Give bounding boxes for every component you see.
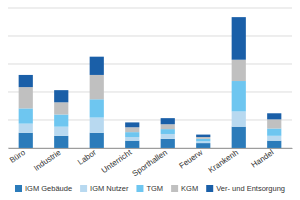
bar (232, 127, 246, 148)
bar (54, 114, 68, 126)
bar (161, 139, 175, 148)
bar (161, 134, 175, 139)
plot: Büro Industrie LaborUnterrichtSporthallen F… (8, 8, 293, 178)
bar (19, 108, 33, 123)
legend-swatch (15, 185, 22, 192)
grid-line (8, 63, 292, 64)
chart-container: IGM Gebäude IGM Nutzer TGM KGM Ver- und Ents… (0, 0, 300, 200)
x-tick-label: Unterricht (100, 147, 134, 175)
bar (196, 137, 210, 139)
legend-label: IGM Nutzer (90, 184, 129, 193)
bar (196, 143, 210, 148)
grid (8, 8, 292, 148)
bar (161, 129, 175, 134)
x-axis-line (9, 148, 293, 149)
x-tick-label: Sporthallen (131, 148, 169, 179)
x-tick: Labor (76, 148, 98, 167)
bar (54, 136, 68, 148)
bar (196, 135, 210, 137)
x-tick-label: Krankenh (207, 148, 240, 175)
legend-swatch (136, 185, 143, 192)
legend-label: Ver- und Entsorgung (216, 184, 285, 193)
bar (90, 57, 104, 75)
x-tick: Handel (249, 148, 275, 170)
grid-line (8, 35, 292, 36)
bar (267, 128, 281, 135)
bar (54, 102, 68, 114)
bar (90, 133, 104, 148)
bar (19, 75, 33, 87)
bar (54, 90, 68, 102)
x-tick: Feuerw (177, 148, 204, 171)
bar-series (19, 111, 282, 143)
legend-item: TGM (136, 184, 163, 193)
x-tick: Industrie (32, 148, 63, 173)
bar (125, 137, 139, 141)
grid-line (8, 91, 292, 92)
bar (196, 139, 210, 141)
grid-line (8, 119, 292, 120)
legend-swatch (80, 185, 87, 192)
bar (90, 118, 104, 133)
bar (267, 119, 281, 128)
bar (232, 60, 246, 81)
x-axis: Büro Industrie LaborUnterrichtSporthallen F… (8, 147, 293, 178)
bar (125, 127, 139, 132)
x-tick: Sporthallen (131, 148, 169, 179)
legend-label: TGM (146, 184, 163, 193)
x-tick-label: Feuerw (177, 148, 204, 171)
legend-item: KGM (171, 184, 198, 193)
x-tick-label: Labor (76, 148, 98, 167)
legend-label: KGM (181, 184, 198, 193)
bar (90, 99, 104, 117)
legend-swatch (206, 185, 213, 192)
grid-line (8, 147, 292, 148)
bar (19, 124, 33, 133)
bar (267, 141, 281, 148)
x-tick-label: Handel (249, 148, 275, 170)
legend-label: IGM Gebäude (25, 184, 72, 193)
chart: IGM Gebäude IGM Nutzer TGM KGM Ver- und Ents… (0, 0, 300, 200)
bar-series (19, 60, 282, 139)
bar (232, 17, 246, 60)
bars (19, 17, 282, 148)
bar (161, 124, 175, 129)
x-tick-label: Büro (8, 148, 27, 165)
legend: IGM Gebäude IGM Nutzer TGM KGM Ver- und Ents… (15, 184, 285, 193)
bar (232, 111, 246, 126)
bar (90, 75, 104, 99)
bar-series (19, 17, 282, 137)
legend-item: IGM Nutzer (80, 184, 129, 193)
bar-series (19, 81, 282, 141)
bar (19, 87, 33, 108)
bar (125, 122, 139, 127)
bar (232, 81, 246, 111)
bar-series (19, 127, 282, 148)
bar (125, 141, 139, 148)
x-tick: Büro (8, 148, 27, 165)
bar (54, 127, 68, 136)
bar (161, 118, 175, 124)
bar (267, 113, 281, 119)
legend-swatch (171, 185, 178, 192)
legend-item: IGM Gebäude (15, 184, 72, 193)
legend-item: Ver- und Entsorgung (206, 184, 285, 193)
x-tick: Unterricht (100, 147, 134, 175)
x-tick-label: Industrie (32, 148, 63, 173)
bar (125, 132, 139, 137)
grid-line (8, 8, 292, 9)
x-tick: Krankenh (207, 148, 240, 175)
bar (19, 133, 33, 148)
bar (196, 141, 210, 143)
bar (267, 136, 281, 141)
